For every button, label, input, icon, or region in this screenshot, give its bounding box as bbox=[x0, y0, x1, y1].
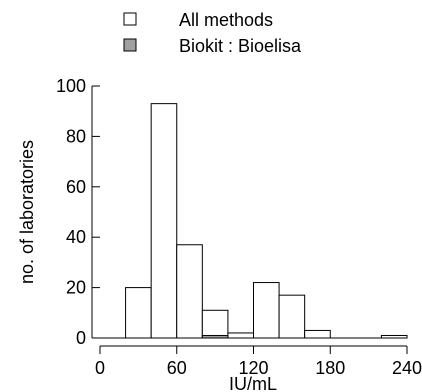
x-axis-label: IU/mL bbox=[229, 374, 277, 392]
legend: All methods Biokit : Bioelisa bbox=[123, 10, 302, 56]
legend-label-0: All methods bbox=[179, 10, 273, 30]
x-tick-label-3: 180 bbox=[315, 358, 345, 378]
bar-0-5 bbox=[253, 282, 280, 339]
y-tick-label-0: 0 bbox=[76, 328, 86, 348]
y-axis-label: no. of laboratories bbox=[17, 140, 37, 284]
y-tick-label-1: 20 bbox=[66, 278, 86, 298]
x-tick-label-1: 60 bbox=[167, 358, 187, 378]
y-tick-label-5: 100 bbox=[56, 76, 86, 96]
x-tick-label-0: 0 bbox=[95, 358, 105, 378]
bar-0-3 bbox=[201, 309, 229, 339]
bar-0-6 bbox=[278, 294, 306, 339]
y-tick-label-3: 60 bbox=[66, 177, 86, 197]
x-tick-label-2: 120 bbox=[238, 358, 268, 378]
bar-0-7 bbox=[304, 329, 331, 339]
y-tick-label-4: 80 bbox=[66, 126, 86, 146]
bars bbox=[125, 103, 408, 339]
bar-0-1 bbox=[150, 103, 178, 339]
y-tick-label-2: 40 bbox=[66, 227, 86, 247]
bar-0-2 bbox=[176, 244, 203, 339]
bar-0-0 bbox=[125, 287, 152, 339]
axes: 0 20 40 60 80 100 0 60 120 180 240 bbox=[56, 76, 422, 378]
legend-label-1: Biokit : Bioelisa bbox=[179, 36, 302, 56]
legend-swatch-0 bbox=[123, 12, 137, 26]
bar-0-4 bbox=[227, 332, 255, 339]
legend-swatch-1 bbox=[123, 38, 137, 52]
x-tick-label-4: 240 bbox=[392, 358, 422, 378]
